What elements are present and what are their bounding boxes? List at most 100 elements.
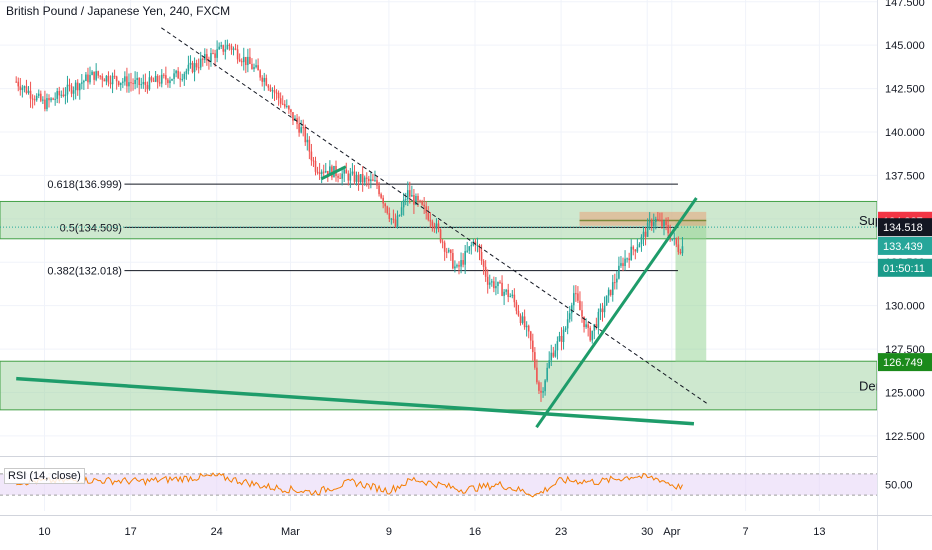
- supply-zone: [0, 200, 878, 240]
- candle-body: [464, 251, 466, 265]
- price-label-last-text: 134.518: [883, 222, 923, 234]
- candle-body: [195, 63, 198, 68]
- candle-body: [304, 127, 307, 143]
- candle-body: [156, 75, 159, 83]
- candle-body: [632, 246, 635, 250]
- fibonacci-level-label: 0.382(132.018): [47, 266, 122, 278]
- candle-body: [365, 177, 368, 179]
- candle-body: [277, 92, 280, 99]
- candle-body: [234, 48, 237, 50]
- candle-body: [216, 49, 218, 58]
- candle-body: [421, 201, 423, 205]
- candle-body: [519, 315, 522, 323]
- candle-body: [550, 352, 553, 361]
- candle-body: [165, 75, 167, 80]
- candle-body: [626, 258, 628, 260]
- candle-body: [21, 87, 24, 91]
- candle-body: [546, 367, 548, 381]
- candle-body: [566, 319, 569, 329]
- candle-body: [503, 291, 505, 296]
- candle-body: [370, 179, 372, 182]
- stop-loss-box: [579, 211, 707, 226]
- candle-body: [339, 177, 341, 179]
- candle-body: [48, 98, 50, 101]
- candle-body: [415, 196, 417, 205]
- candle-body: [406, 190, 409, 200]
- candle-body: [462, 260, 464, 265]
- candle-body: [351, 171, 354, 174]
- candle-body: [204, 54, 206, 60]
- candle-body: [300, 127, 302, 133]
- candle-body: [117, 81, 120, 86]
- candle-body: [111, 75, 114, 85]
- candle-body: [103, 79, 106, 82]
- candle-body: [511, 294, 514, 296]
- candle-body: [671, 238, 674, 240]
- candle-body: [380, 194, 382, 198]
- candle-body: [648, 220, 651, 223]
- candle-body: [341, 173, 343, 179]
- candle-body: [134, 79, 136, 85]
- candle-body: [113, 75, 116, 77]
- candle-body: [548, 360, 551, 368]
- candle-body: [327, 170, 329, 175]
- candle-body: [497, 281, 499, 287]
- candle-body: [601, 308, 604, 313]
- price-label-last: [878, 218, 932, 237]
- candle-body: [144, 81, 147, 86]
- price-label-target-text: 126.749: [883, 357, 923, 369]
- candle-body: [136, 77, 138, 80]
- candle-body: [437, 223, 440, 230]
- candle-body: [257, 65, 259, 71]
- candle-body: [154, 75, 157, 82]
- candle-body: [91, 71, 93, 75]
- candle-body: [46, 98, 48, 110]
- candle-body: [33, 99, 36, 101]
- candle-body: [343, 169, 346, 174]
- candle-body: [532, 340, 534, 353]
- candle-body: [288, 106, 290, 110]
- candle-body: [361, 174, 364, 183]
- candle-body: [609, 289, 612, 296]
- candle-body: [517, 310, 520, 316]
- candle-body: [657, 218, 659, 221]
- candle-body: [384, 203, 387, 207]
- candle-body: [507, 289, 510, 297]
- candle-body: [638, 244, 641, 248]
- candle-body: [663, 221, 665, 227]
- candle-body: [175, 70, 177, 74]
- candle-body: [579, 300, 581, 311]
- candle-body: [232, 48, 235, 50]
- candle-body: [392, 218, 395, 220]
- candle-body: [89, 74, 91, 83]
- price-label-countdown: [878, 258, 932, 277]
- candle-body: [160, 74, 163, 84]
- candle-body: [214, 53, 216, 58]
- candle-body: [363, 177, 366, 183]
- candle-body: [25, 86, 28, 94]
- candle-body: [513, 294, 516, 303]
- candle-body: [470, 244, 473, 247]
- candle-body: [368, 178, 370, 182]
- candle-body: [78, 83, 81, 91]
- candle-body: [529, 331, 532, 341]
- candle-body: [454, 266, 456, 269]
- price-axis-tick: 127.500: [885, 344, 925, 356]
- price-label-current: [878, 236, 932, 255]
- candle-body: [435, 223, 438, 229]
- candle-body: [95, 71, 97, 80]
- time-axis-tick: 16: [469, 526, 481, 538]
- candle-body: [398, 214, 401, 216]
- price-axis-tick: 130.000: [885, 301, 925, 313]
- candle-body: [673, 238, 676, 240]
- candle-body: [624, 258, 626, 267]
- candle-body: [171, 78, 173, 81]
- candle-body: [81, 82, 83, 84]
- candle-body: [583, 316, 585, 328]
- rsi-indicator-label[interactable]: RSI (14, close): [4, 468, 85, 484]
- candle-body: [150, 77, 153, 81]
- candle-body: [263, 77, 266, 82]
- candle-body: [411, 195, 413, 197]
- candle-body: [52, 98, 54, 100]
